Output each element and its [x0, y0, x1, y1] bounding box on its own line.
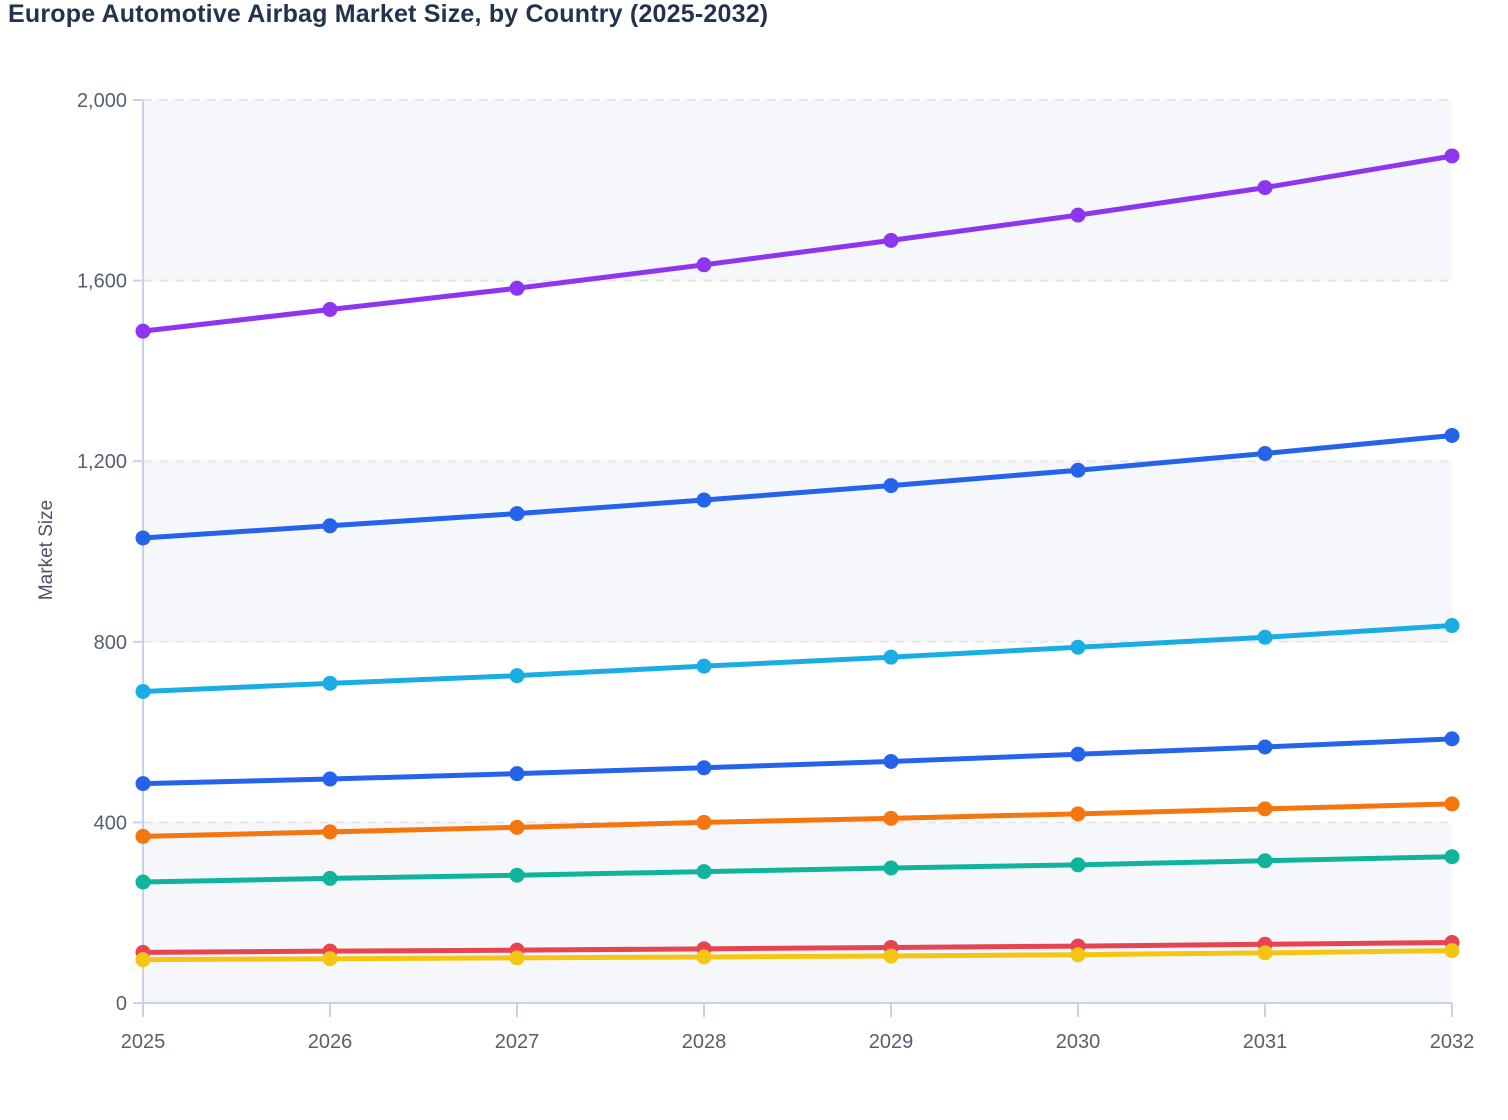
series-orange-line — [140, 801, 1455, 839]
series-blue-point-2028[interactable] — [696, 492, 712, 508]
series-blue-line — [140, 432, 1455, 541]
series-royal-blue-point-2032[interactable] — [1444, 731, 1460, 747]
x-tick-label: 2028 — [682, 1031, 727, 1053]
series-teal-line — [140, 854, 1455, 885]
series-yellow-point-2031[interactable] — [1257, 945, 1273, 961]
series-orange-point-2031[interactable] — [1257, 801, 1273, 817]
series-orange-point-2030[interactable] — [1070, 806, 1086, 822]
series-light-blue-point-2027[interactable] — [509, 668, 525, 684]
x-tick-label: 2025 — [121, 1031, 166, 1053]
y-tick-label: 0 — [116, 993, 127, 1015]
series-yellow-point-2030[interactable] — [1070, 947, 1086, 963]
series-teal-point-2030[interactable] — [1070, 857, 1086, 873]
series-orange-point-2027[interactable] — [509, 819, 525, 835]
series-teal-point-2029[interactable] — [883, 860, 899, 876]
series-yellow-point-2028[interactable] — [696, 949, 712, 965]
plot-band — [143, 822, 1452, 1003]
series-teal-point-2025[interactable] — [135, 874, 151, 890]
series-orange-point-2032[interactable] — [1444, 796, 1460, 812]
series-blue-point-2029[interactable] — [883, 478, 899, 494]
series-blue-point-2025[interactable] — [135, 530, 151, 546]
series-blue-point-2026[interactable] — [322, 518, 338, 534]
series-violet-point-2029[interactable] — [883, 232, 899, 248]
y-tick-label: 400 — [94, 812, 127, 834]
series-blue-point-2032[interactable] — [1444, 427, 1460, 443]
y-tick-label: 800 — [94, 632, 127, 654]
series-teal-point-2032[interactable] — [1444, 849, 1460, 865]
series-violet-point-2030[interactable] — [1070, 207, 1086, 223]
series-violet-point-2027[interactable] — [509, 280, 525, 296]
series-orange-point-2025[interactable] — [135, 828, 151, 844]
series-orange-point-2028[interactable] — [696, 814, 712, 830]
series-royal-blue-point-2030[interactable] — [1070, 746, 1086, 762]
series-light-blue-point-2026[interactable] — [322, 675, 338, 691]
series-violet-point-2028[interactable] — [696, 257, 712, 273]
series-light-blue-line — [140, 623, 1455, 694]
series-light-blue-point-2025[interactable] — [135, 683, 151, 699]
series-teal-point-2031[interactable] — [1257, 853, 1273, 869]
series-yellow-point-2029[interactable] — [883, 948, 899, 964]
chart-title: Europe Automotive Airbag Market Size, by… — [8, 0, 769, 28]
series-violet-point-2025[interactable] — [135, 323, 151, 339]
series-royal-blue-point-2029[interactable] — [883, 753, 899, 769]
series-light-blue-point-2032[interactable] — [1444, 618, 1460, 634]
x-tick-label: 2032 — [1430, 1031, 1475, 1053]
series-royal-blue-point-2028[interactable] — [696, 760, 712, 776]
series-yellow-point-2026[interactable] — [322, 951, 338, 967]
series-yellow-point-2027[interactable] — [509, 950, 525, 966]
series-violet-line — [140, 153, 1455, 334]
series-violet-point-2026[interactable] — [322, 301, 338, 317]
series-royal-blue-point-2025[interactable] — [135, 776, 151, 792]
series-blue-point-2027[interactable] — [509, 506, 525, 522]
series-light-blue-point-2031[interactable] — [1257, 629, 1273, 645]
series-light-blue-point-2030[interactable] — [1070, 639, 1086, 655]
series-yellow-point-2025[interactable] — [135, 952, 151, 968]
series-royal-blue-line — [140, 736, 1455, 787]
x-tick-label: 2030 — [1056, 1031, 1101, 1053]
series-yellow-point-2032[interactable] — [1444, 943, 1460, 959]
series-teal-point-2028[interactable] — [696, 864, 712, 880]
series-royal-blue-point-2027[interactable] — [509, 766, 525, 782]
series-teal-point-2027[interactable] — [509, 867, 525, 883]
x-tick-label: 2026 — [308, 1031, 353, 1053]
x-tick-label: 2029 — [869, 1031, 914, 1053]
series-teal-point-2026[interactable] — [322, 870, 338, 886]
y-tick-label: 2,000 — [77, 90, 127, 112]
series-royal-blue-point-2031[interactable] — [1257, 739, 1273, 755]
series-blue-point-2031[interactable] — [1257, 446, 1273, 462]
y-tick-label: 1,200 — [77, 451, 127, 473]
x-tick-label: 2031 — [1243, 1031, 1288, 1053]
y-axis-title: Market Size — [36, 499, 57, 601]
series-orange-point-2026[interactable] — [322, 824, 338, 840]
series-orange-point-2029[interactable] — [883, 810, 899, 826]
series-light-blue-point-2029[interactable] — [883, 649, 899, 665]
series-violet-point-2031[interactable] — [1257, 180, 1273, 196]
y-tick-label: 1,600 — [77, 271, 127, 293]
series-royal-blue-point-2026[interactable] — [322, 771, 338, 787]
series-blue-point-2030[interactable] — [1070, 462, 1086, 478]
series-violet-point-2032[interactable] — [1444, 148, 1460, 164]
plot-band — [143, 461, 1452, 642]
x-tick-label: 2027 — [495, 1031, 540, 1053]
series-red-line — [140, 939, 1455, 955]
series-light-blue-point-2028[interactable] — [696, 658, 712, 674]
series-yellow-line — [140, 948, 1455, 963]
